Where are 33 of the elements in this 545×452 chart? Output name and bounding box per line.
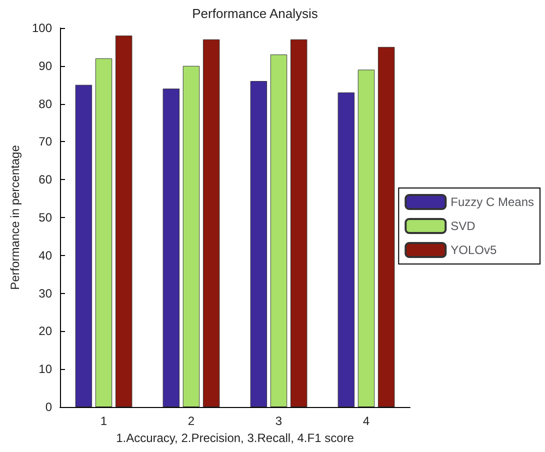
y-tick-label: 60 bbox=[38, 172, 52, 187]
legend-label: SVD bbox=[450, 219, 476, 233]
bar bbox=[162, 88, 180, 407]
legend-label: Fuzzy C Means bbox=[450, 195, 534, 209]
bar bbox=[250, 81, 268, 407]
y-axis-title: Performance in percentage bbox=[8, 144, 22, 290]
y-tick-label: 70 bbox=[38, 134, 52, 149]
bar bbox=[182, 66, 200, 407]
y-tick-label: 20 bbox=[38, 324, 52, 338]
y-tick-label: 90 bbox=[38, 58, 52, 73]
y-tick-label: 10 bbox=[38, 362, 52, 376]
y-tick-label: 0 bbox=[45, 400, 52, 414]
x-tick-label: 3 bbox=[275, 414, 282, 428]
bar bbox=[290, 39, 308, 407]
x-tick-label: 4 bbox=[362, 414, 370, 428]
y-tick-label: 40 bbox=[38, 248, 52, 262]
bar bbox=[115, 36, 132, 407]
bar bbox=[95, 58, 112, 407]
y-tick-label: 30 bbox=[38, 286, 52, 300]
bar bbox=[338, 92, 355, 407]
bar bbox=[270, 54, 288, 407]
x-tick-label: 2 bbox=[188, 414, 195, 428]
bar bbox=[75, 84, 92, 407]
bar bbox=[378, 46, 395, 407]
legend-label: YOLOv5 bbox=[450, 243, 497, 257]
x-tick-label: 1 bbox=[100, 414, 108, 428]
bar bbox=[202, 39, 220, 407]
bar bbox=[358, 70, 375, 407]
y-tick-label: 100 bbox=[32, 21, 52, 35]
chart-title: Performance Analysis bbox=[192, 6, 318, 21]
y-tick-label: 80 bbox=[38, 96, 52, 111]
y-tick-label: 50 bbox=[38, 210, 52, 224]
x-axis-title: 1.Accuracy, 2.Precision, 3.Recall, 4.F1 score bbox=[116, 430, 354, 445]
